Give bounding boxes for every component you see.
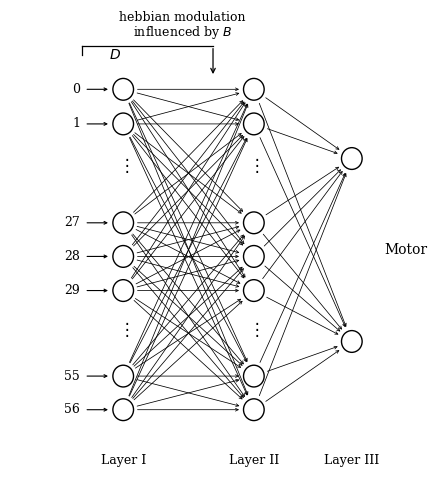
Ellipse shape xyxy=(243,246,263,268)
Text: $\vdots$: $\vdots$ xyxy=(117,320,128,338)
Ellipse shape xyxy=(113,365,133,387)
Text: $D$: $D$ xyxy=(109,48,121,62)
Ellipse shape xyxy=(243,280,263,301)
Ellipse shape xyxy=(243,78,263,100)
Text: $\vdots$: $\vdots$ xyxy=(117,156,128,176)
Ellipse shape xyxy=(113,399,133,420)
Ellipse shape xyxy=(113,113,133,135)
Text: influenced by $B$: influenced by $B$ xyxy=(132,24,232,41)
Ellipse shape xyxy=(113,78,133,100)
Ellipse shape xyxy=(341,330,362,352)
Ellipse shape xyxy=(243,212,263,234)
Ellipse shape xyxy=(243,365,263,387)
Text: Layer II: Layer II xyxy=(228,454,278,466)
Text: 0: 0 xyxy=(72,83,80,96)
Ellipse shape xyxy=(113,246,133,268)
Ellipse shape xyxy=(341,148,362,170)
Ellipse shape xyxy=(113,212,133,234)
Text: 56: 56 xyxy=(64,403,80,416)
Text: Motor: Motor xyxy=(384,243,427,257)
Text: 28: 28 xyxy=(64,250,80,263)
Text: Layer III: Layer III xyxy=(323,454,378,466)
Ellipse shape xyxy=(243,113,263,135)
Text: 55: 55 xyxy=(64,370,80,382)
Text: 29: 29 xyxy=(64,284,80,297)
Text: $\vdots$: $\vdots$ xyxy=(248,156,259,176)
Text: 1: 1 xyxy=(72,118,80,130)
Text: Layer I: Layer I xyxy=(100,454,145,466)
Text: 27: 27 xyxy=(64,216,80,230)
Ellipse shape xyxy=(113,280,133,301)
Text: hebbian modulation: hebbian modulation xyxy=(119,11,245,24)
Ellipse shape xyxy=(243,399,263,420)
Text: $\vdots$: $\vdots$ xyxy=(248,320,259,338)
